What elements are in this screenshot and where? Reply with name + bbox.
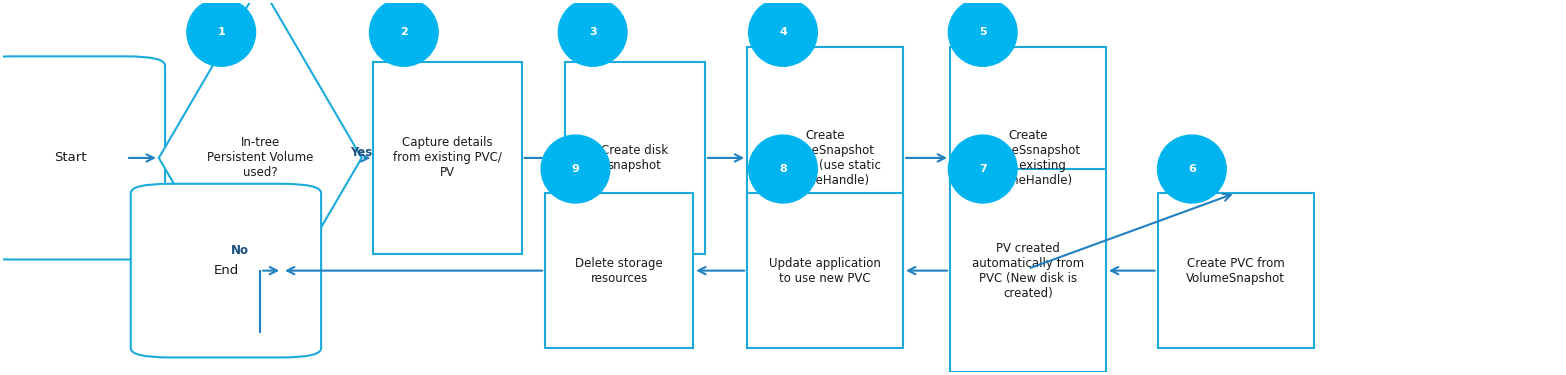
- Text: Delete storage
resources: Delete storage resources: [575, 256, 662, 285]
- Text: Create
VolumeSnapshot
content (use static
VolumeHandle): Create VolumeSnapshot content (use stati…: [770, 129, 880, 187]
- Ellipse shape: [949, 135, 1016, 203]
- Text: 1: 1: [218, 27, 226, 38]
- Ellipse shape: [949, 0, 1016, 66]
- Text: 4: 4: [778, 27, 788, 38]
- Bar: [373, 62, 521, 254]
- Ellipse shape: [186, 0, 255, 66]
- Text: Update application
to use new PVC: Update application to use new PVC: [769, 256, 882, 285]
- FancyBboxPatch shape: [130, 184, 321, 357]
- Ellipse shape: [559, 0, 626, 66]
- Text: Create disk
snapshot: Create disk snapshot: [601, 144, 669, 172]
- Ellipse shape: [1157, 135, 1226, 203]
- Text: 7: 7: [979, 164, 987, 174]
- Ellipse shape: [749, 135, 817, 203]
- Text: Create
VolumeSsnapshot
(use existing
VolumeHandle): Create VolumeSsnapshot (use existing Vol…: [976, 129, 1081, 187]
- Text: In-tree
Persistent Volume
used?: In-tree Persistent Volume used?: [207, 136, 313, 180]
- Bar: [1157, 193, 1314, 348]
- Bar: [545, 193, 694, 348]
- Text: Start: Start: [53, 152, 86, 165]
- Ellipse shape: [542, 135, 609, 203]
- Text: 5: 5: [979, 27, 987, 38]
- Text: 3: 3: [589, 27, 597, 38]
- Text: Create PVC from
VolumeSnapshot: Create PVC from VolumeSnapshot: [1185, 256, 1286, 285]
- Text: 6: 6: [1189, 164, 1196, 174]
- Text: PV created
automatically from
PVC (New disk is
created): PV created automatically from PVC (New d…: [972, 242, 1084, 300]
- Text: 8: 8: [780, 164, 786, 174]
- Text: 9: 9: [572, 164, 579, 174]
- Bar: [564, 62, 705, 254]
- Bar: [747, 193, 904, 348]
- Text: No: No: [230, 244, 249, 257]
- Text: 2: 2: [399, 27, 407, 38]
- Text: Capture details
from existing PVC/
PV: Capture details from existing PVC/ PV: [393, 136, 503, 180]
- Ellipse shape: [370, 0, 438, 66]
- Text: Yes: Yes: [351, 146, 373, 159]
- Ellipse shape: [749, 0, 817, 66]
- Polygon shape: [158, 0, 362, 332]
- Text: End: End: [213, 264, 238, 277]
- FancyBboxPatch shape: [0, 56, 164, 260]
- Bar: [747, 47, 904, 269]
- Bar: [951, 47, 1106, 269]
- Bar: [951, 169, 1106, 372]
